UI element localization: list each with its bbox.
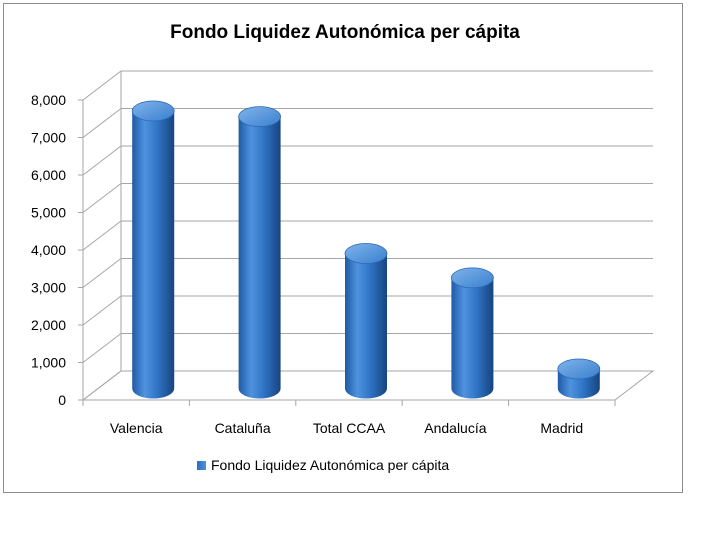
bar-cap <box>131 100 175 122</box>
side-gridline <box>82 258 122 288</box>
bar-valencia <box>131 100 175 399</box>
x-tick-label: Cataluña <box>215 420 271 436</box>
side-gridline <box>82 333 122 363</box>
y-tick-label: 5,000 <box>31 205 66 221</box>
bar-body <box>132 111 175 399</box>
y-tick-label: 7,000 <box>31 130 66 146</box>
legend-swatch <box>197 461 206 470</box>
bar-madrid <box>557 358 601 399</box>
side-gridline <box>82 145 122 176</box>
x-tick-label: Andalucía <box>424 420 486 436</box>
y-tick-label: 1,000 <box>31 355 66 371</box>
side-gridline <box>82 108 122 138</box>
side-gridline <box>82 70 122 101</box>
bar-total-ccaa <box>344 243 388 399</box>
bar-cap <box>344 243 388 264</box>
bar-catalu-a <box>238 106 282 399</box>
floor <box>81 370 655 401</box>
y-tick-label: 2,000 <box>31 317 66 333</box>
bar-cap <box>450 267 494 289</box>
bar-body <box>238 116 281 399</box>
legend-label: Fondo Liquidez Autonómica per cápita <box>211 457 449 473</box>
x-tick-label: Total CCAA <box>313 420 386 436</box>
side-gridline <box>82 183 122 213</box>
y-tick-label: 8,000 <box>31 92 66 108</box>
side-gridline <box>82 220 122 251</box>
bar-cap <box>238 106 282 128</box>
bar-body <box>345 253 387 399</box>
y-tick-label: 6,000 <box>31 167 66 183</box>
x-tick-label: Madrid <box>540 420 583 436</box>
bar-body <box>451 277 494 399</box>
x-tick-label: Valencia <box>110 420 163 436</box>
y-tick-label: 0 <box>58 392 66 408</box>
chart-title: Fondo Liquidez Autonómica per cápita <box>170 22 520 43</box>
bar-cap <box>557 358 601 380</box>
bar-andaluc-a <box>450 267 494 399</box>
side-gridline <box>82 295 122 326</box>
y-tick-label: 3,000 <box>31 280 66 296</box>
chart-frame <box>3 3 683 493</box>
y-tick-label: 4,000 <box>31 242 66 258</box>
